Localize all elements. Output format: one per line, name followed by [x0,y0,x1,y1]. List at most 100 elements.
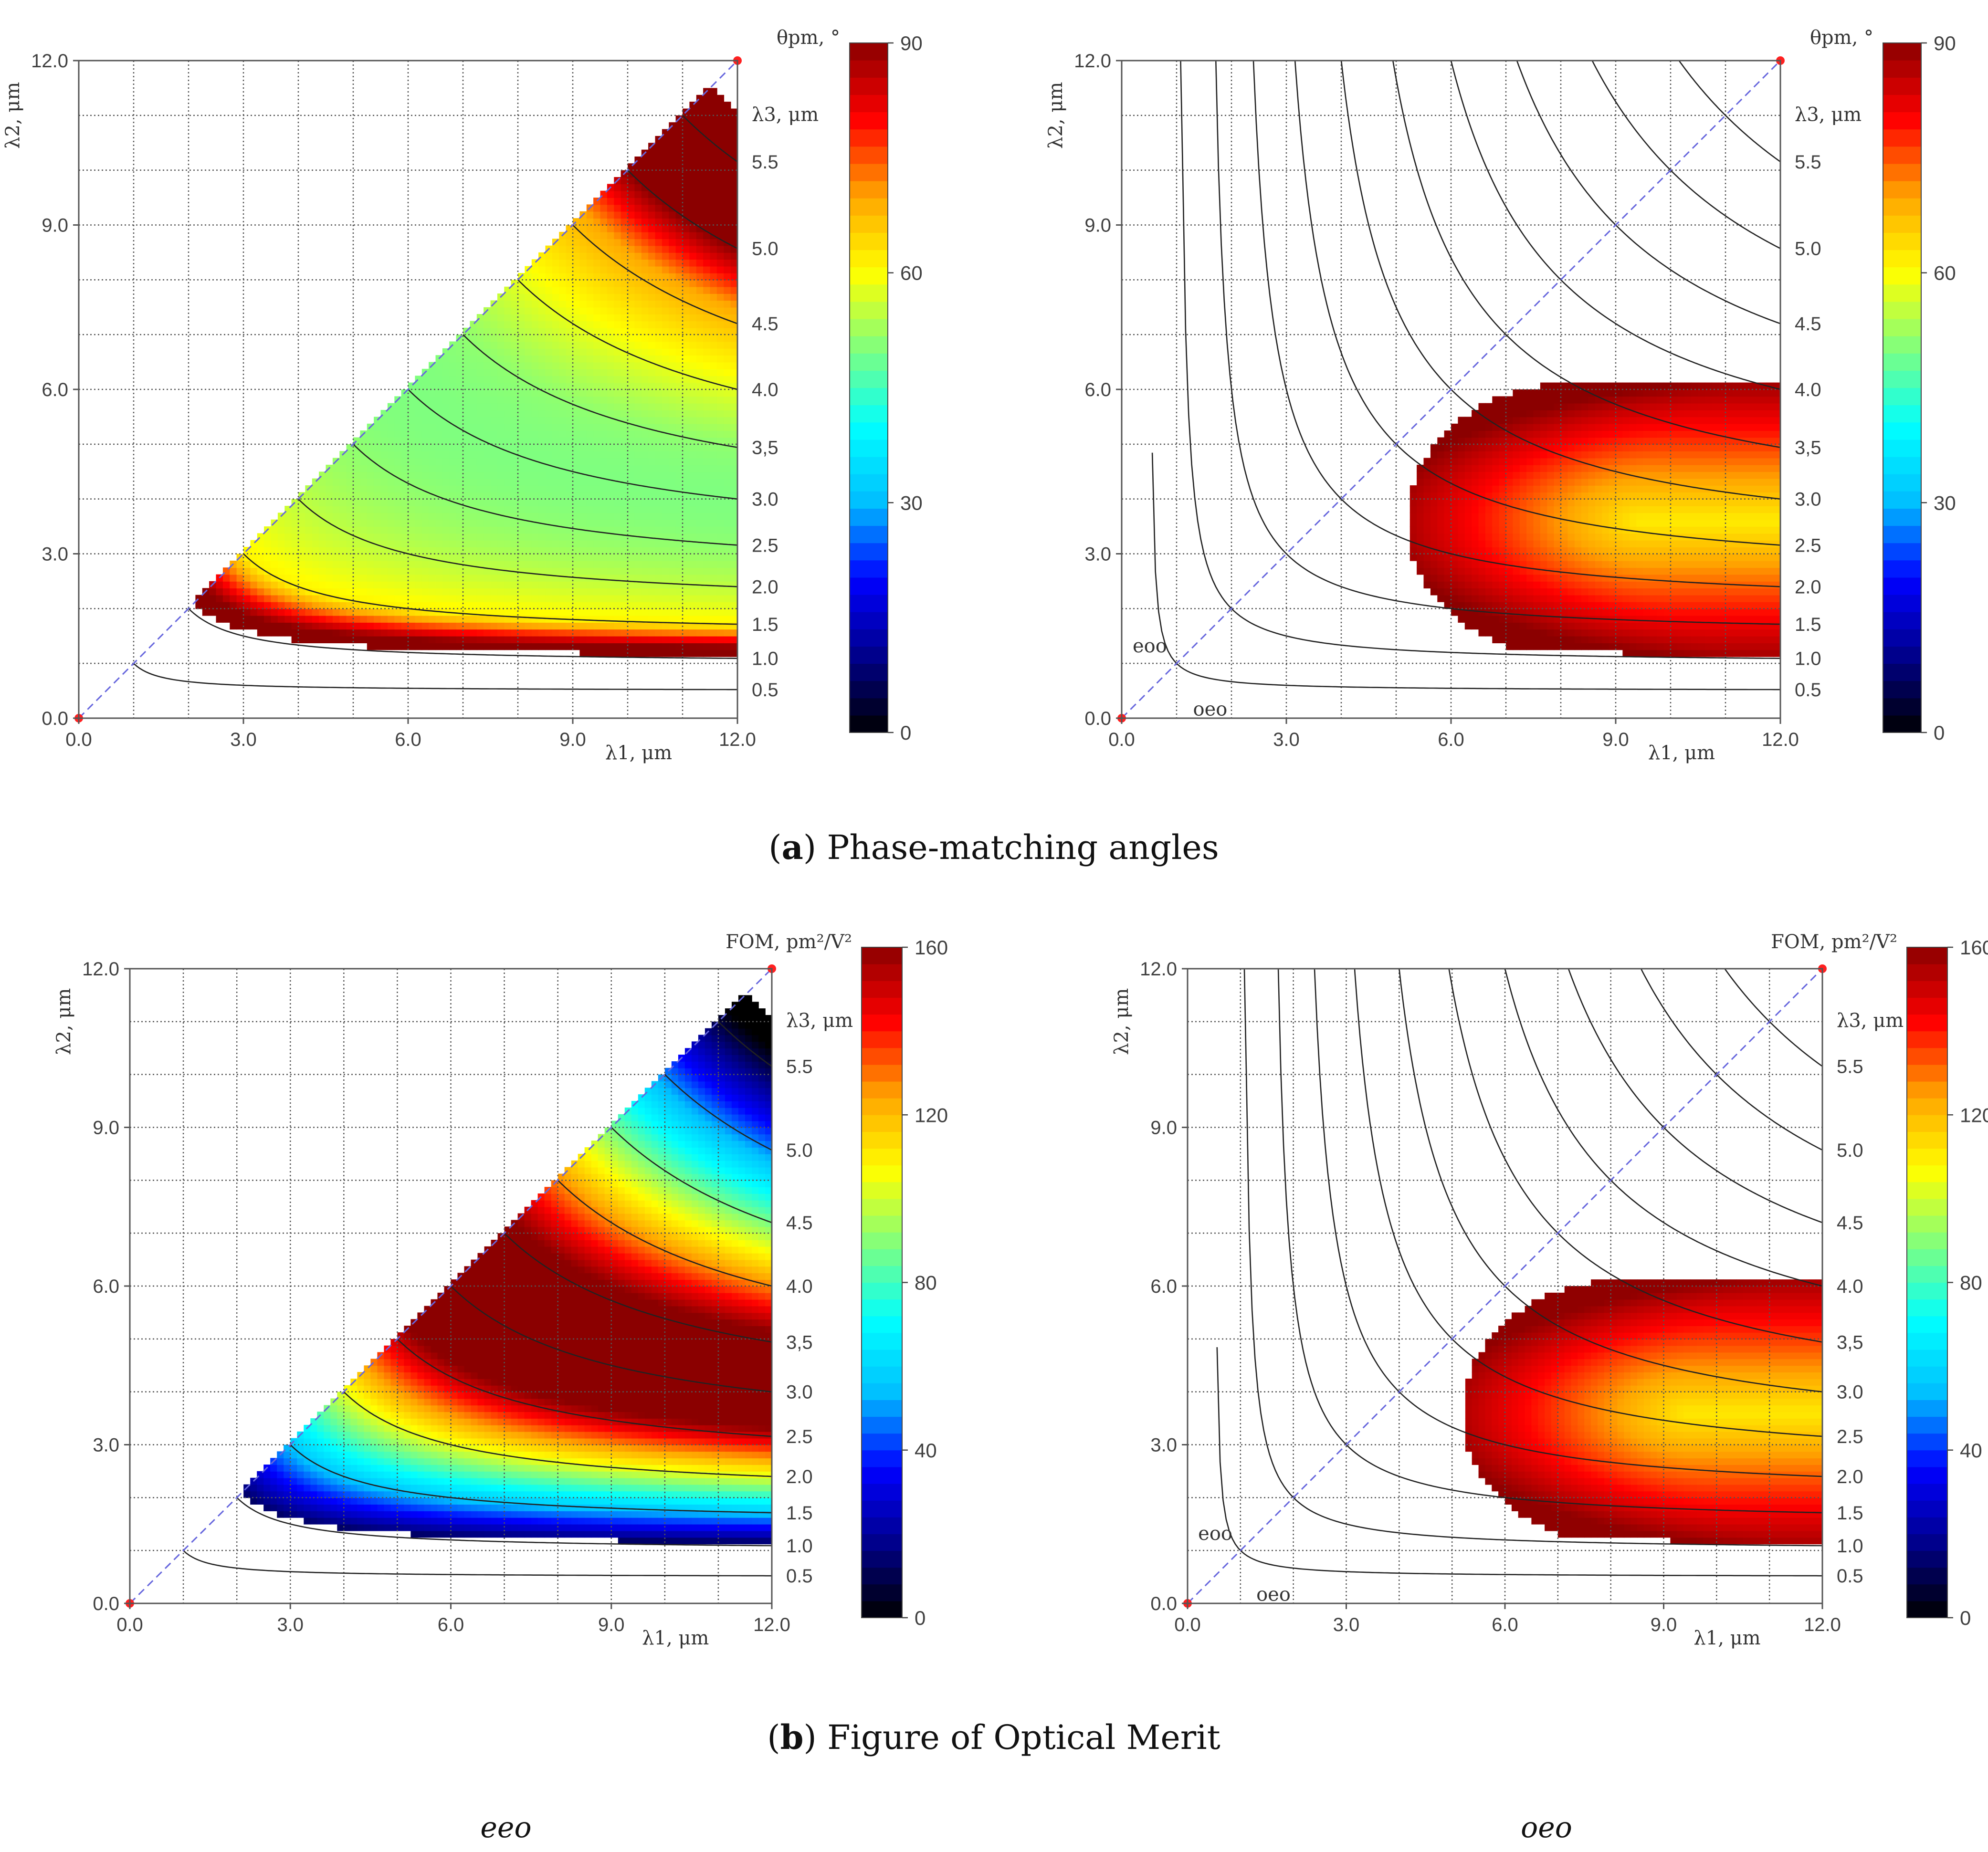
heatmap-cell [614,348,621,356]
heatmap-cell [1554,444,1561,451]
heatmap-cell [628,327,635,335]
heatmap-cell [566,231,573,240]
heatmap-cell [490,554,498,561]
heatmap-cell [497,581,505,589]
heatmap-cell [696,540,704,547]
heatmap-cell [367,437,374,445]
heatmap-cell [552,335,560,342]
heatmap-cell [730,526,737,534]
heatmap-cell [1622,519,1630,527]
heatmap-cell [538,348,546,356]
heatmap-cell [511,485,518,493]
heatmap-cell [669,499,676,506]
heatmap-cell [675,649,683,657]
heatmap-cell [476,615,484,623]
heatmap-cell [1567,417,1575,424]
heatmap-cell [230,588,237,596]
heatmap-cell [1622,602,1630,609]
heatmap-cell [429,430,436,438]
heatmap-cell [716,307,725,314]
heatmap-cell [655,286,663,294]
heatmap-cell [669,177,676,185]
heatmap-cell [305,560,313,568]
heatmap-cell [579,499,587,506]
heatmap-cell [497,506,505,513]
heatmap-cell [332,602,340,609]
heatmap-cell [669,547,676,555]
heatmap-cell [429,643,436,650]
heatmap-cell [319,499,326,506]
heatmap-cell [1540,451,1548,459]
heatmap-cell [724,198,731,205]
colorbar-band [850,353,888,371]
heatmap-cell [730,649,737,657]
heatmap-cell [401,499,409,506]
heatmap-cell [1595,389,1603,397]
heatmap-cell [1629,554,1637,561]
heatmap-cell [1526,615,1534,623]
heatmap-cell [689,341,697,349]
heatmap-cell [1554,464,1561,472]
heatmap-cell [195,602,203,609]
heatmap-cell [621,184,628,191]
heatmap-cell [408,629,416,637]
heatmap-cell [1567,444,1575,451]
heatmap-cell [716,177,725,185]
heatmap-cell [696,499,704,506]
heatmap-cell [394,554,402,561]
heatmap-cell [525,595,532,602]
heatmap-cell [1444,513,1452,520]
heatmap-cell [669,649,676,657]
heatmap-cell [1458,417,1465,424]
heatmap-cell [621,595,628,602]
heatmap-cell [621,581,628,589]
heatmap-cell [586,355,594,363]
heatmap-cell [435,362,443,369]
heatmap-cell [641,567,649,575]
heatmap-cell [716,588,725,596]
heatmap-cell [1547,410,1555,418]
heatmap-cell [710,102,717,109]
heatmap-cell [573,622,580,630]
heatmap-cell [566,636,573,643]
heatmap-cell [703,102,711,109]
heatmap-cell [291,629,299,637]
heatmap-cell [394,615,402,623]
heatmap-cell [703,321,711,328]
heatmap-cell [689,307,697,314]
heatmap-cell [559,437,567,445]
heatmap-cell [380,492,388,500]
heatmap-cell [504,464,512,472]
heatmap-cell [621,560,628,568]
heatmap-cell [470,471,477,479]
heatmap-cell [662,190,670,198]
heatmap-cell [1547,629,1555,637]
heatmap-cell [1588,499,1596,506]
heatmap-cell [1472,499,1479,506]
heatmap-cell [1519,602,1527,609]
heatmap-cell [1513,485,1520,493]
heatmap-cell [600,526,608,534]
heatmap-cell [476,430,484,438]
heatmap-cell [525,410,532,418]
heatmap-cell [415,574,422,582]
heatmap-cell [628,300,635,308]
heatmap-cell [593,458,601,465]
heatmap-cell [305,540,313,547]
heatmap-cell [1622,451,1630,459]
heatmap-cell [1574,396,1582,404]
heatmap-cell [552,608,560,616]
heatmap-cell [1554,560,1561,568]
heatmap-cell [291,602,299,609]
heatmap-cell [374,499,381,506]
heatmap-cell [484,348,491,356]
colorbar-band [850,629,888,647]
heatmap-cell [470,417,477,424]
heatmap-cell [463,540,471,547]
heatmap-cell [476,458,484,465]
heatmap-cell [662,471,670,479]
heatmap-cell [730,293,737,301]
heatmap-cell [360,471,368,479]
heatmap-cell [1602,492,1609,500]
heatmap-cell [730,376,737,383]
